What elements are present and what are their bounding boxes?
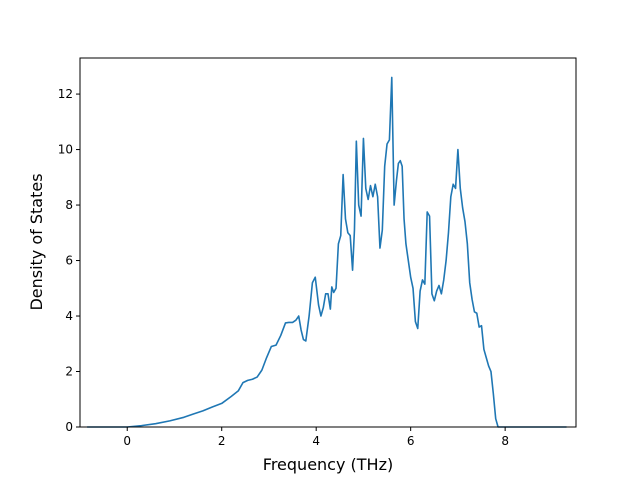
x-axis-label: Frequency (THz) (263, 455, 393, 474)
y-tick-label: 6 (65, 254, 73, 268)
plot-area (87, 76, 567, 428)
y-tick-label: 8 (65, 198, 73, 212)
y-tick-label: 0 (65, 420, 73, 434)
y-axis-ticks: 0 2 4 6 8 10 12 (58, 87, 80, 434)
x-axis-ticks: 0 2 4 6 8 (123, 427, 509, 448)
axes-frame (79, 57, 577, 428)
x-tick-label: 4 (312, 434, 320, 448)
x-tick-label: 6 (407, 434, 415, 448)
x-tick-label: 8 (501, 434, 509, 448)
y-tick-label: 4 (65, 309, 73, 323)
y-tick-label: 2 (65, 365, 73, 379)
y-tick-label: 12 (58, 87, 73, 101)
y-tick-label: 10 (58, 143, 73, 157)
series-line-0 (87, 76, 567, 428)
x-tick-label: 2 (218, 434, 226, 448)
y-axis-label: Density of States (27, 173, 46, 310)
x-tick-label: 0 (123, 434, 131, 448)
